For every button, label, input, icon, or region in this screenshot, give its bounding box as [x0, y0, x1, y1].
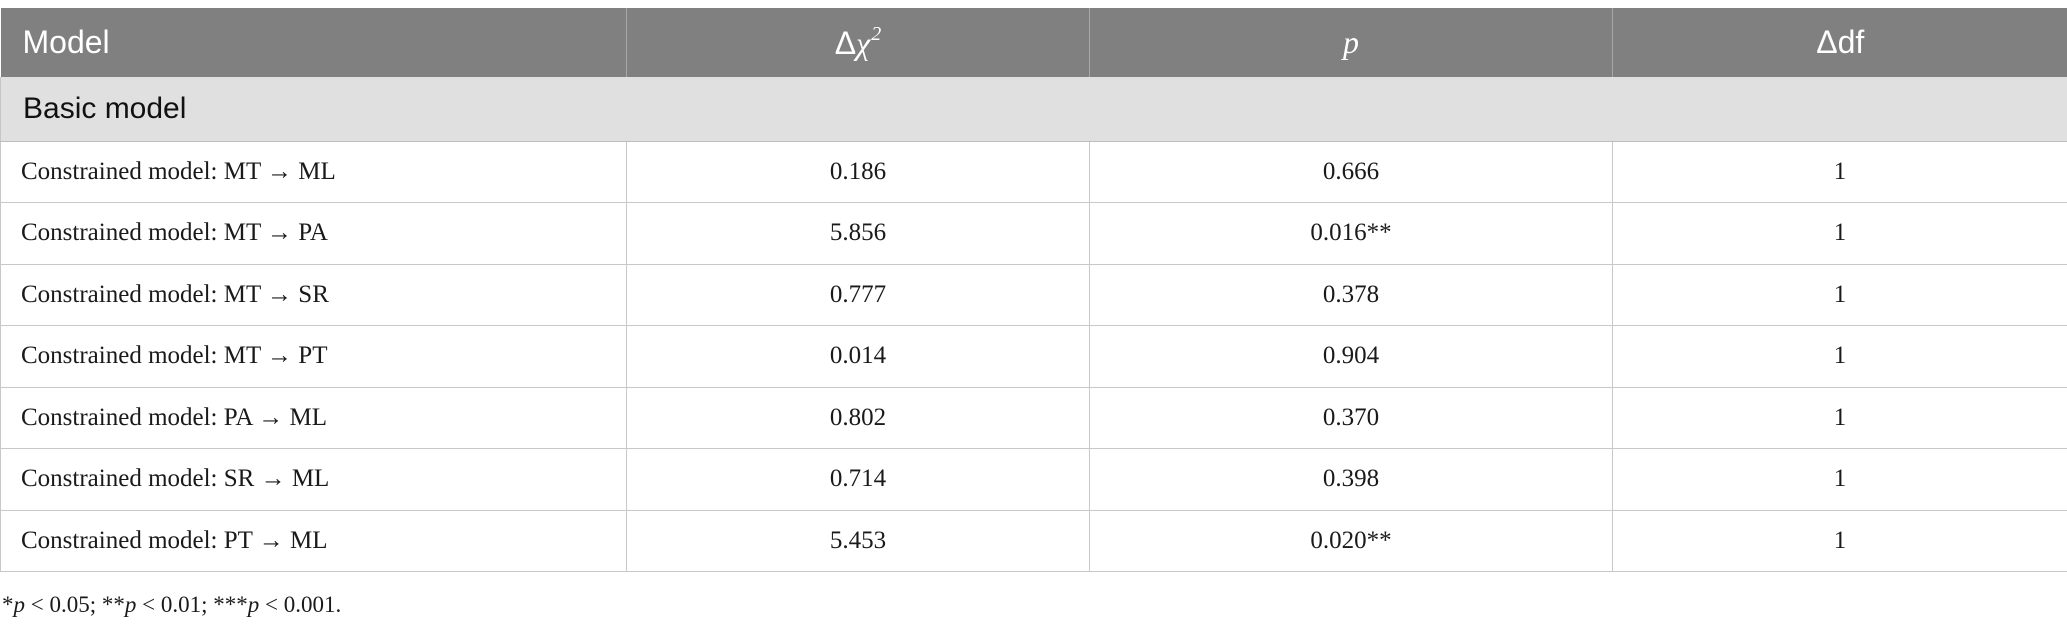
cell-p-value: 0.398 — [1089, 448, 1613, 511]
table-row: Constrained model: PA → ML 0.802 0.370 1 — [0, 386, 2067, 449]
cell-delta-df: 1 — [1612, 140, 2067, 203]
cell-model: Constrained model: SR → ML — [0, 448, 627, 511]
table-footnote: *p < 0.05; **p < 0.01; ***p < 0.001. — [2, 592, 342, 617]
cell-delta-chi-square: 0.714 — [626, 448, 1090, 511]
results-table-container: Model Δχ2 p Δdf Basic model Constrained … — [0, 8, 2067, 572]
table-header: Model Δχ2 p Δdf — [0, 8, 2067, 77]
cell-p-value: 0.370 — [1089, 386, 1613, 449]
cell-p-value: 0.016** — [1089, 202, 1613, 265]
cell-delta-chi-square: 0.802 — [626, 386, 1090, 449]
table-row: Constrained model: SR → ML 0.714 0.398 1 — [0, 448, 2067, 511]
chi-symbol: χ2 — [856, 23, 882, 61]
header-delta-chi-square: Δχ2 — [626, 8, 1090, 77]
header-delta-df: Δdf — [1816, 24, 1865, 60]
model-comparison-table: Model Δχ2 p Δdf Basic model Constrained … — [0, 8, 2067, 572]
cell-delta-df: 1 — [1612, 263, 2067, 326]
cell-delta-df: 1 — [1612, 202, 2067, 265]
cell-delta-df: 1 — [1612, 386, 2067, 449]
cell-delta-chi-square: 5.453 — [626, 509, 1090, 572]
header-row: Model Δχ2 p Δdf — [0, 8, 2067, 77]
cell-p-value: 0.378 — [1089, 263, 1613, 326]
cell-model: Constrained model: MT → PA — [0, 202, 627, 265]
cell-model: Constrained model: MT → PT — [0, 325, 627, 388]
cell-delta-df: 1 — [1612, 509, 2067, 572]
cell-delta-chi-square: 0.014 — [626, 325, 1090, 388]
section-row: Basic model — [0, 77, 2067, 142]
cell-delta-chi-square: 5.856 — [626, 202, 1090, 265]
cell-model: Constrained model: MT → ML — [0, 140, 627, 203]
cell-model: Constrained model: PT → ML — [0, 509, 627, 572]
cell-p-value: 0.020** — [1089, 509, 1613, 572]
table-row: Constrained model: MT → PA 5.856 0.016** 1 — [0, 202, 2067, 265]
cell-delta-df: 1 — [1612, 325, 2067, 388]
chi-superscript: 2 — [871, 23, 882, 45]
table-body: Basic model Constrained model: MT → ML 0.… — [0, 77, 2067, 572]
table-row: Constrained model: PT → ML 5.453 0.020** 1 — [0, 509, 2067, 572]
cell-model: Constrained model: MT → SR — [0, 263, 627, 326]
table-row: Constrained model: MT → SR 0.777 0.378 1 — [0, 263, 2067, 326]
cell-delta-df: 1 — [1612, 448, 2067, 511]
cell-delta-chi-square: 0.186 — [626, 140, 1090, 203]
cell-p-value: 0.666 — [1089, 140, 1613, 203]
cell-delta-chi-square: 0.777 — [626, 263, 1090, 326]
header-model: Model — [0, 8, 627, 77]
cell-p-value: 0.904 — [1089, 325, 1613, 388]
table-row: Constrained model: MT → ML 0.186 0.666 1 — [0, 140, 2067, 203]
table-row: Constrained model: MT → PT 0.014 0.904 1 — [0, 325, 2067, 388]
cell-model: Constrained model: PA → ML — [0, 386, 627, 449]
header-p-value: p — [1089, 8, 1613, 77]
section-label: Basic model — [0, 77, 2067, 142]
delta-symbol: Δ — [834, 25, 857, 61]
